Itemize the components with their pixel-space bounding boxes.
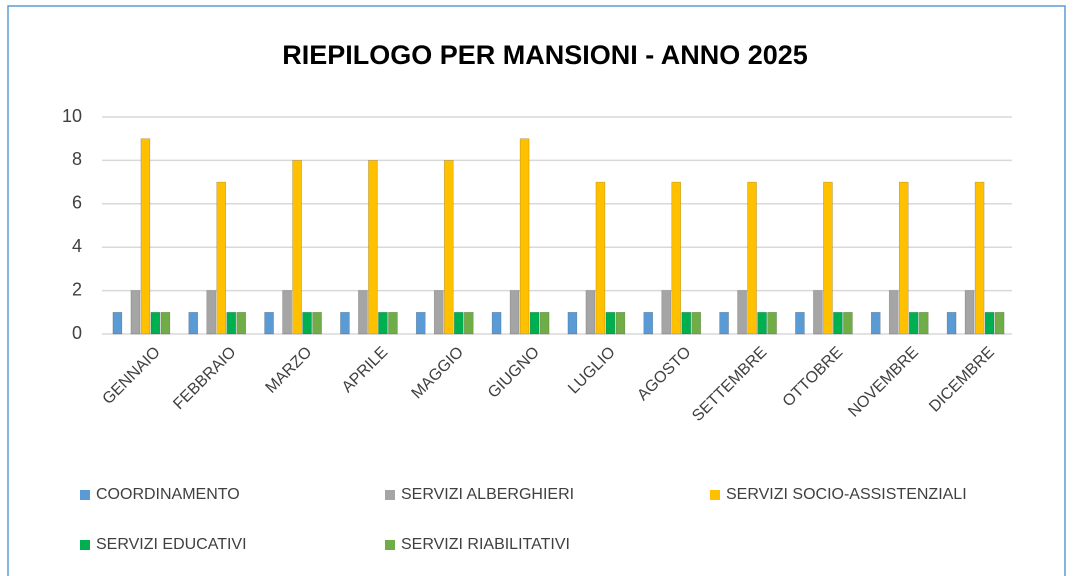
legend-swatch [80,540,90,550]
bar [368,160,378,335]
bar [160,311,171,335]
bar [681,311,692,335]
bar [282,290,292,335]
bar [140,138,151,335]
bar [216,181,227,335]
bar [226,311,237,335]
bar [150,311,161,335]
bar [463,311,474,335]
legend-swatch [385,490,395,500]
bar [509,290,520,335]
bar [112,311,123,335]
bar [833,311,843,335]
bar [292,160,302,335]
bar [491,311,502,335]
bar [994,311,1005,335]
y-tick-label: 2 [72,279,82,299]
chart-title: RIEPILOGO PER MANSIONI - ANNO 2025 [282,40,808,70]
bar [358,290,368,335]
legend-label: SERVIZI SOCIO-ASSISTENZIALI [726,486,967,503]
legend-label: SERVIZI RIABILITATIVI [401,536,570,553]
legend-swatch [710,490,720,500]
bar [747,181,757,335]
bar [643,311,654,335]
bar [443,160,454,335]
bar [433,290,444,335]
y-tick-label: 10 [62,106,82,126]
bar [813,290,823,335]
bar [312,311,322,335]
bar [843,311,853,335]
bar [767,311,777,335]
legend-label: SERVIZI EDUCATIVI [96,536,247,553]
bar [236,311,247,335]
bar [908,311,919,335]
bar [188,311,199,335]
bar [737,290,747,335]
bar [984,311,995,335]
bar [206,290,217,335]
legend-swatch [80,490,90,500]
bar [719,311,729,335]
bar [529,311,540,335]
bar [946,311,957,335]
y-tick-label: 4 [72,236,82,256]
bar [378,311,388,335]
bar [757,311,767,335]
bar [964,290,975,335]
bar [595,181,606,335]
bar [415,311,426,335]
y-tick-label: 6 [72,193,82,213]
legend-label: SERVIZI ALBERGHIERI [401,486,574,503]
bar [671,181,682,335]
legend-swatch [385,540,395,550]
bar [519,138,530,335]
bar [453,311,464,335]
bar [691,311,702,335]
bar [585,290,596,335]
bar [130,290,141,335]
bar [974,181,985,335]
y-tick-label: 0 [72,323,82,343]
bar [661,290,672,335]
bar [605,311,616,335]
bar [539,311,550,335]
bar [888,290,899,335]
bar [567,311,578,335]
bar [870,311,881,335]
bar [388,311,398,335]
bar [823,181,833,335]
bar [340,311,350,335]
y-tick-label: 8 [72,149,82,169]
bar [795,311,805,335]
legend-label: COORDINAMENTO [96,486,240,503]
bar [264,311,274,335]
bar [615,311,626,335]
bar [898,181,909,335]
bar [302,311,312,335]
bar [918,311,929,335]
